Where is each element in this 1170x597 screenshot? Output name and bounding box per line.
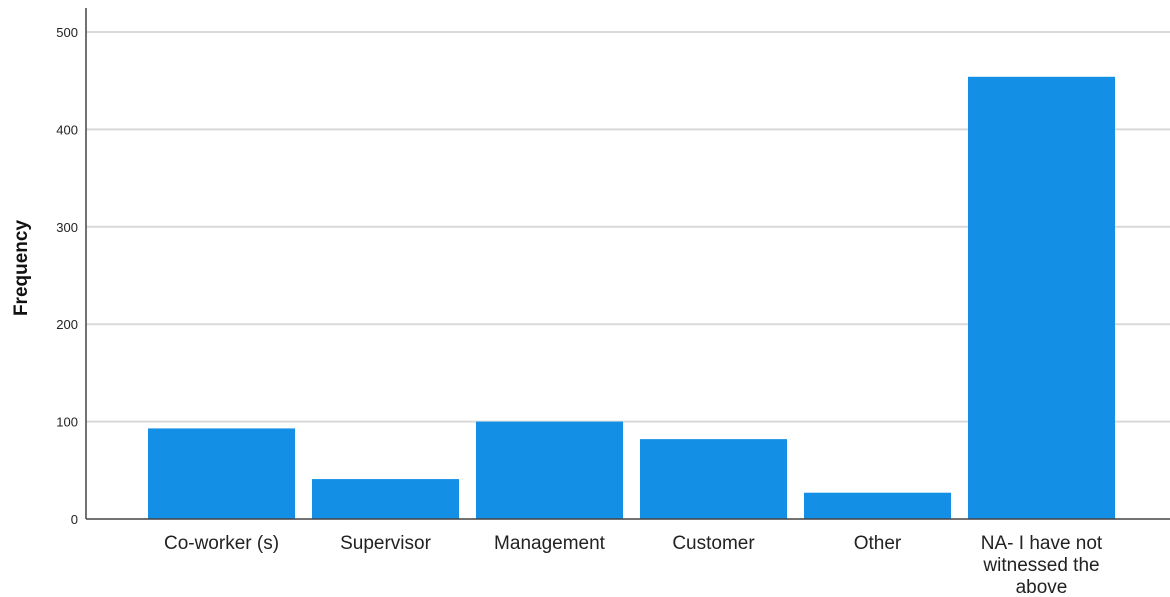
axes [85, 8, 1170, 520]
y-tick-label: 0 [71, 512, 78, 527]
y-tick-label: 100 [56, 415, 78, 430]
x-category-label: Supervisor [340, 533, 431, 554]
bar [148, 428, 295, 519]
y-axis-title: Frequency [11, 220, 32, 317]
bars [148, 76, 1115, 519]
x-category-labels: Co-worker (s) Supervisor Management Custome… [164, 533, 1103, 597]
y-tick-label: 500 [56, 25, 78, 40]
bar [476, 421, 623, 519]
y-tick-label: 400 [56, 122, 78, 137]
bar [312, 479, 459, 519]
y-tick-labels: 0 100 200 300 400 500 [56, 25, 78, 527]
x-category-label: Co-worker (s) [164, 533, 279, 554]
x-category-label: Management [494, 533, 606, 554]
y-tick-label: 200 [56, 317, 78, 332]
y-tick-label: 300 [56, 220, 78, 235]
x-category-label: Customer [672, 533, 755, 554]
bar [804, 492, 951, 519]
bar [640, 439, 787, 519]
x-category-label: NA- I have not witnessed the above [981, 533, 1103, 597]
x-category-label: Other [854, 533, 902, 554]
bar [968, 76, 1115, 519]
